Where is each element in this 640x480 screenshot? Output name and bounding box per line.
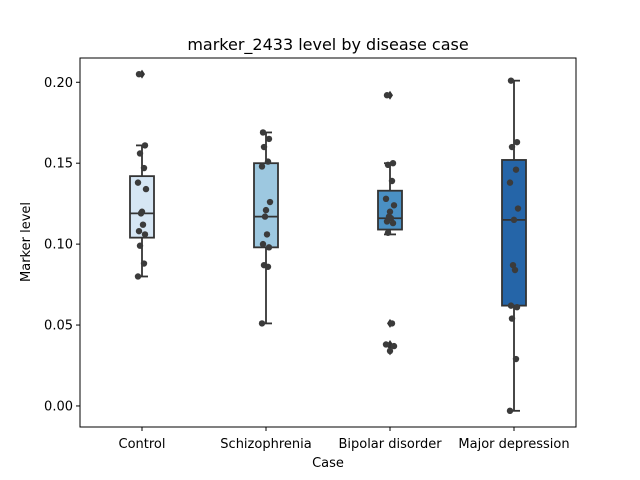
box bbox=[129, 175, 155, 239]
x-tick-label: Schizophrenia bbox=[220, 437, 311, 452]
plot-frame bbox=[79, 57, 577, 428]
y-tick-label: 0.20 bbox=[44, 76, 73, 91]
data-point bbox=[134, 179, 142, 186]
data-point bbox=[506, 407, 514, 415]
data-point bbox=[511, 266, 519, 274]
data-point bbox=[384, 161, 392, 169]
data-point bbox=[135, 227, 143, 235]
y-tick-label: 0.10 bbox=[44, 238, 73, 253]
data-point bbox=[140, 260, 148, 267]
data-point bbox=[389, 219, 397, 227]
data-point bbox=[141, 231, 149, 238]
data-point bbox=[264, 263, 272, 270]
data-point bbox=[384, 229, 392, 236]
data-point bbox=[137, 210, 145, 217]
data-point bbox=[262, 206, 270, 214]
data-point bbox=[263, 231, 271, 238]
data-point bbox=[508, 143, 516, 151]
data-point bbox=[509, 261, 517, 269]
data-point bbox=[265, 244, 273, 251]
data-point bbox=[390, 342, 398, 350]
x-tick-label: Major depression bbox=[458, 437, 569, 452]
data-point bbox=[265, 135, 273, 143]
data-point bbox=[259, 129, 267, 136]
data-point bbox=[513, 138, 521, 146]
data-point bbox=[388, 177, 396, 185]
y-axis-title: Marker level bbox=[19, 202, 34, 282]
data-point bbox=[512, 355, 520, 363]
data-point bbox=[139, 221, 147, 228]
data-point bbox=[135, 70, 143, 78]
plot-area bbox=[129, 69, 527, 415]
data-point bbox=[386, 347, 394, 355]
y-tick-label: 0.00 bbox=[44, 399, 73, 414]
data-point bbox=[261, 213, 269, 220]
swarm-group bbox=[382, 92, 398, 355]
data-point bbox=[510, 216, 518, 224]
data-point bbox=[382, 341, 390, 348]
x-tick-label: Bipolar disorder bbox=[338, 437, 442, 452]
data-point bbox=[136, 150, 144, 157]
data-point bbox=[383, 92, 391, 99]
data-point bbox=[390, 202, 398, 209]
data-point bbox=[512, 166, 520, 173]
chart-title: marker_2433 level by disease case bbox=[187, 35, 468, 55]
data-point bbox=[264, 158, 272, 165]
box-group bbox=[253, 131, 279, 325]
data-point bbox=[260, 143, 268, 151]
data-point bbox=[266, 198, 274, 206]
data-point bbox=[382, 195, 390, 203]
y-tick-label: 0.05 bbox=[44, 319, 73, 334]
y-tick-label: 0.15 bbox=[44, 157, 73, 172]
data-point bbox=[386, 208, 394, 215]
data-point bbox=[508, 315, 516, 322]
data-point bbox=[259, 240, 267, 248]
data-point bbox=[258, 320, 266, 327]
x-tick-label: Control bbox=[119, 437, 166, 452]
x-axis: Control Schizophrenia Bipolar disorder Majo… bbox=[119, 427, 570, 452]
data-point bbox=[142, 185, 150, 193]
data-point bbox=[507, 77, 515, 84]
y-axis: 0.00 0.05 0.10 0.15 0.20 bbox=[44, 76, 80, 414]
data-point bbox=[507, 302, 515, 309]
data-point bbox=[513, 304, 521, 311]
data-point bbox=[389, 159, 397, 167]
data-point bbox=[258, 163, 266, 170]
x-axis-title: Case bbox=[312, 456, 344, 471]
swarm-group bbox=[506, 77, 522, 415]
swarm-group bbox=[258, 129, 274, 327]
data-point bbox=[140, 164, 148, 172]
box bbox=[501, 159, 527, 307]
data-point bbox=[388, 320, 396, 327]
data-point bbox=[383, 218, 391, 225]
data-point bbox=[136, 242, 144, 249]
data-point bbox=[141, 142, 149, 149]
data-point bbox=[514, 205, 522, 212]
data-point bbox=[134, 273, 142, 280]
swarm-group bbox=[134, 70, 150, 280]
data-point bbox=[506, 179, 514, 186]
